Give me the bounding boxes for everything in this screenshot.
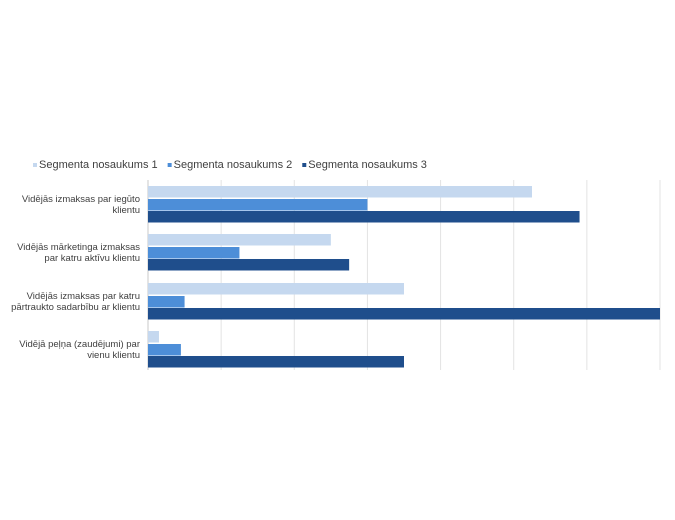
bar (148, 247, 240, 259)
bars (148, 186, 660, 368)
legend-swatch (167, 163, 172, 167)
category-label: Vidējā peļņa (zaudējumi) par vienu klient… (19, 339, 140, 361)
legend-swatch (302, 163, 307, 167)
legend-label: Segmenta nosaukums 2 (174, 159, 293, 171)
bar (148, 234, 331, 246)
category-labels: Vidējās izmaksas par iegūto klientu Vidējā… (11, 194, 140, 361)
legend-label: Segmenta nosaukums 3 (308, 159, 427, 171)
bar (148, 296, 185, 308)
bar (148, 283, 404, 295)
bar (148, 259, 350, 271)
bar (148, 356, 404, 368)
category-label: Vidējās izmaksas par iegūto klientu (22, 194, 140, 216)
bar (148, 199, 368, 211)
bar (148, 186, 532, 198)
category-label: Vidējās mārketinga izmaksas par katru akt… (17, 242, 140, 264)
category-label: Vidējās izmaksas par katru pārtraukto sad… (11, 291, 140, 313)
bar (148, 331, 159, 343)
bar (148, 211, 580, 223)
bar (148, 308, 660, 320)
legend-label: Segmenta nosaukums 1 (39, 159, 158, 171)
legend-swatch (33, 163, 37, 167)
legend: Segmenta nosaukums 1 Segmenta nosaukums 2… (33, 159, 427, 171)
bar (148, 344, 181, 356)
